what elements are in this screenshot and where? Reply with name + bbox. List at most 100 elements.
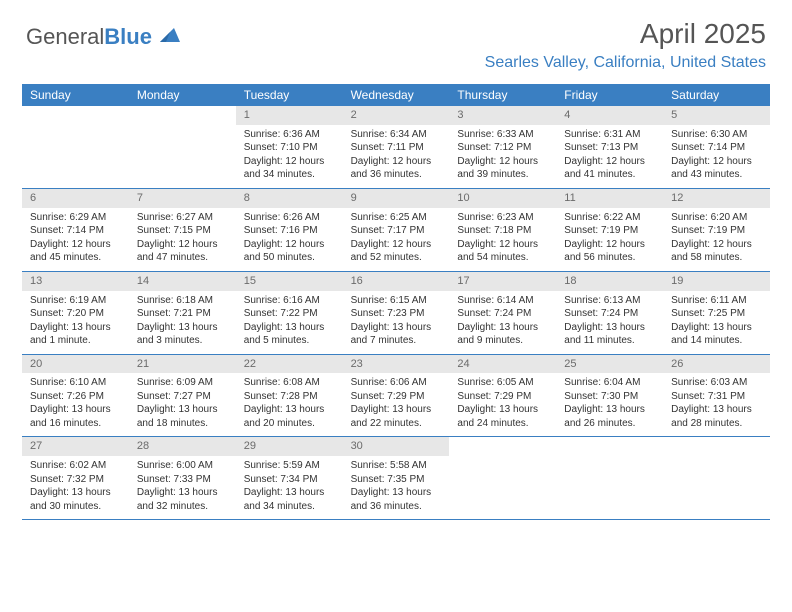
calendar-day-cell: 1Sunrise: 6:36 AMSunset: 7:10 PMDaylight…	[236, 106, 343, 188]
calendar-day-cell: 18Sunrise: 6:13 AMSunset: 7:24 PMDayligh…	[556, 272, 663, 354]
daylight-text-2: and 20 minutes.	[244, 417, 335, 431]
day-number: 6	[22, 189, 129, 208]
day-number: 4	[556, 106, 663, 125]
calendar-day-cell: 13Sunrise: 6:19 AMSunset: 7:20 PMDayligh…	[22, 272, 129, 354]
sunrise-text: Sunrise: 6:31 AM	[564, 128, 655, 142]
day-number: 30	[343, 437, 450, 456]
daylight-text-1: Daylight: 13 hours	[244, 403, 335, 417]
calendar-day-cell: 14Sunrise: 6:18 AMSunset: 7:21 PMDayligh…	[129, 272, 236, 354]
weekday-header: Tuesday	[236, 84, 343, 106]
daylight-text-2: and 26 minutes.	[564, 417, 655, 431]
daylight-text-2: and 58 minutes.	[671, 251, 762, 265]
sunset-text: Sunset: 7:33 PM	[137, 473, 228, 487]
daylight-text-2: and 3 minutes.	[137, 334, 228, 348]
page-title: April 2025	[485, 18, 766, 50]
sunrise-text: Sunrise: 6:23 AM	[457, 211, 548, 225]
sunset-text: Sunset: 7:19 PM	[564, 224, 655, 238]
sunset-text: Sunset: 7:34 PM	[244, 473, 335, 487]
day-number: 29	[236, 437, 343, 456]
brand-name-2: Blue	[104, 24, 152, 49]
calendar-day-cell: 17Sunrise: 6:14 AMSunset: 7:24 PMDayligh…	[449, 272, 556, 354]
daylight-text-1: Daylight: 12 hours	[244, 155, 335, 169]
calendar-week-row: 1Sunrise: 6:36 AMSunset: 7:10 PMDaylight…	[22, 106, 770, 189]
weekday-header: Sunday	[22, 84, 129, 106]
daylight-text-1: Daylight: 13 hours	[564, 403, 655, 417]
weekday-header: Wednesday	[343, 84, 450, 106]
sunrise-text: Sunrise: 6:04 AM	[564, 376, 655, 390]
sunset-text: Sunset: 7:12 PM	[457, 141, 548, 155]
sunrise-text: Sunrise: 6:08 AM	[244, 376, 335, 390]
sunset-text: Sunset: 7:30 PM	[564, 390, 655, 404]
day-number: 20	[22, 355, 129, 374]
calendar-body: 1Sunrise: 6:36 AMSunset: 7:10 PMDaylight…	[22, 106, 770, 520]
daylight-text-1: Daylight: 13 hours	[244, 486, 335, 500]
sunrise-text: Sunrise: 6:14 AM	[457, 294, 548, 308]
daylight-text-1: Daylight: 13 hours	[351, 403, 442, 417]
sunrise-text: Sunrise: 6:33 AM	[457, 128, 548, 142]
daylight-text-2: and 41 minutes.	[564, 168, 655, 182]
daylight-text-1: Daylight: 13 hours	[457, 321, 548, 335]
daylight-text-1: Daylight: 12 hours	[30, 238, 121, 252]
daylight-text-1: Daylight: 12 hours	[457, 155, 548, 169]
sunset-text: Sunset: 7:29 PM	[457, 390, 548, 404]
day-number: 23	[343, 355, 450, 374]
calendar-day-cell: 25Sunrise: 6:04 AMSunset: 7:30 PMDayligh…	[556, 355, 663, 437]
daylight-text-1: Daylight: 13 hours	[671, 321, 762, 335]
day-number: 26	[663, 355, 770, 374]
day-details: Sunrise: 6:33 AMSunset: 7:12 PMDaylight:…	[449, 125, 556, 188]
day-details: Sunrise: 6:03 AMSunset: 7:31 PMDaylight:…	[663, 373, 770, 436]
day-number: 19	[663, 272, 770, 291]
location-subtitle: Searles Valley, California, United State…	[485, 54, 766, 72]
sunrise-text: Sunrise: 6:13 AM	[564, 294, 655, 308]
daylight-text-1: Daylight: 13 hours	[30, 486, 121, 500]
day-number: 28	[129, 437, 236, 456]
day-number: 10	[449, 189, 556, 208]
weekday-header: Saturday	[663, 84, 770, 106]
calendar-day-cell: 24Sunrise: 6:05 AMSunset: 7:29 PMDayligh…	[449, 355, 556, 437]
sunset-text: Sunset: 7:21 PM	[137, 307, 228, 321]
day-number: 2	[343, 106, 450, 125]
sunset-text: Sunset: 7:22 PM	[244, 307, 335, 321]
daylight-text-1: Daylight: 13 hours	[137, 403, 228, 417]
day-number: 18	[556, 272, 663, 291]
daylight-text-1: Daylight: 13 hours	[351, 321, 442, 335]
daylight-text-1: Daylight: 13 hours	[244, 321, 335, 335]
sunset-text: Sunset: 7:35 PM	[351, 473, 442, 487]
sunset-text: Sunset: 7:25 PM	[671, 307, 762, 321]
daylight-text-2: and 1 minute.	[30, 334, 121, 348]
day-details: Sunrise: 5:58 AMSunset: 7:35 PMDaylight:…	[343, 456, 450, 519]
daylight-text-1: Daylight: 13 hours	[30, 321, 121, 335]
daylight-text-1: Daylight: 13 hours	[457, 403, 548, 417]
daylight-text-2: and 11 minutes.	[564, 334, 655, 348]
day-number	[663, 437, 770, 456]
brand-logo: GeneralBlue	[26, 22, 180, 50]
daylight-text-2: and 34 minutes.	[244, 500, 335, 514]
sunset-text: Sunset: 7:11 PM	[351, 141, 442, 155]
day-details: Sunrise: 6:26 AMSunset: 7:16 PMDaylight:…	[236, 208, 343, 271]
sunrise-text: Sunrise: 6:19 AM	[30, 294, 121, 308]
day-details: Sunrise: 6:19 AMSunset: 7:20 PMDaylight:…	[22, 291, 129, 354]
day-number	[449, 437, 556, 456]
day-details: Sunrise: 6:08 AMSunset: 7:28 PMDaylight:…	[236, 373, 343, 436]
daylight-text-2: and 18 minutes.	[137, 417, 228, 431]
day-details: Sunrise: 6:02 AMSunset: 7:32 PMDaylight:…	[22, 456, 129, 519]
daylight-text-1: Daylight: 12 hours	[137, 238, 228, 252]
day-details: Sunrise: 6:23 AMSunset: 7:18 PMDaylight:…	[449, 208, 556, 271]
sunset-text: Sunset: 7:26 PM	[30, 390, 121, 404]
sunset-text: Sunset: 7:20 PM	[30, 307, 121, 321]
daylight-text-2: and 34 minutes.	[244, 168, 335, 182]
calendar-day-cell: 16Sunrise: 6:15 AMSunset: 7:23 PMDayligh…	[343, 272, 450, 354]
daylight-text-2: and 28 minutes.	[671, 417, 762, 431]
sunset-text: Sunset: 7:23 PM	[351, 307, 442, 321]
sunrise-text: Sunrise: 6:26 AM	[244, 211, 335, 225]
daylight-text-1: Daylight: 12 hours	[564, 238, 655, 252]
sunrise-text: Sunrise: 6:36 AM	[244, 128, 335, 142]
day-number: 14	[129, 272, 236, 291]
calendar-week-row: 27Sunrise: 6:02 AMSunset: 7:32 PMDayligh…	[22, 437, 770, 520]
sunset-text: Sunset: 7:29 PM	[351, 390, 442, 404]
sunset-text: Sunset: 7:24 PM	[457, 307, 548, 321]
day-details	[556, 456, 663, 512]
day-number: 1	[236, 106, 343, 125]
logo-triangle-icon	[160, 22, 180, 48]
day-details: Sunrise: 5:59 AMSunset: 7:34 PMDaylight:…	[236, 456, 343, 519]
